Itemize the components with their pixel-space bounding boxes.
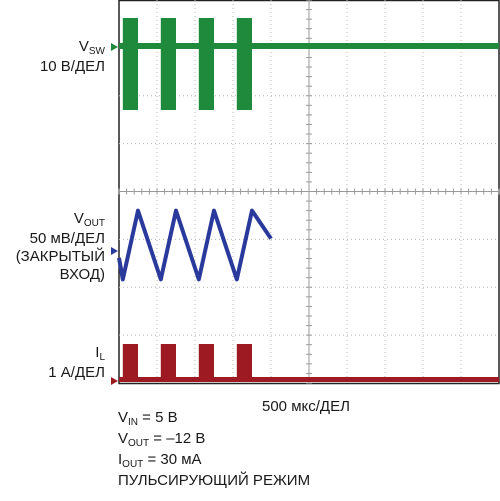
il-ground-marker bbox=[111, 377, 118, 385]
il-baseline bbox=[119, 377, 499, 382]
vsw-burst bbox=[198, 18, 214, 110]
vsw-burst bbox=[236, 18, 252, 110]
il-label: IL 1 А/ДЕЛ bbox=[48, 344, 105, 381]
vout-line: VOUT = –12 В bbox=[118, 430, 206, 449]
vsw-ground-marker bbox=[111, 43, 118, 51]
il-pulse bbox=[122, 344, 138, 381]
vout-ripple-trace bbox=[117, 208, 273, 282]
iout-line: IOUT = 30 мА bbox=[118, 451, 202, 470]
il-pulse bbox=[198, 344, 214, 381]
vin-line: VIN = 5 В bbox=[118, 409, 178, 428]
conditions-block: VIN = 5 В VOUT = –12 В IOUT = 30 мА ПУЛЬ… bbox=[118, 408, 310, 490]
il-pulse bbox=[160, 344, 176, 381]
timebase-label: 500 мкс/ДЕЛ bbox=[262, 398, 350, 415]
mode-line: ПУЛЬСИРУЮЩИЙ РЕЖИМ bbox=[118, 472, 311, 489]
vsw-baseline bbox=[119, 43, 499, 49]
il-pulse bbox=[236, 344, 252, 381]
vout-label: VOUT 50 мВ/ДЕЛ (ЗАКРЫТЫЙ ВХОД) bbox=[15, 210, 105, 283]
vout-ground-marker bbox=[111, 247, 118, 255]
vsw-burst bbox=[160, 18, 176, 110]
vsw-burst bbox=[122, 18, 138, 110]
vsw-label: VSW 10 В/ДЕЛ bbox=[39, 38, 105, 75]
